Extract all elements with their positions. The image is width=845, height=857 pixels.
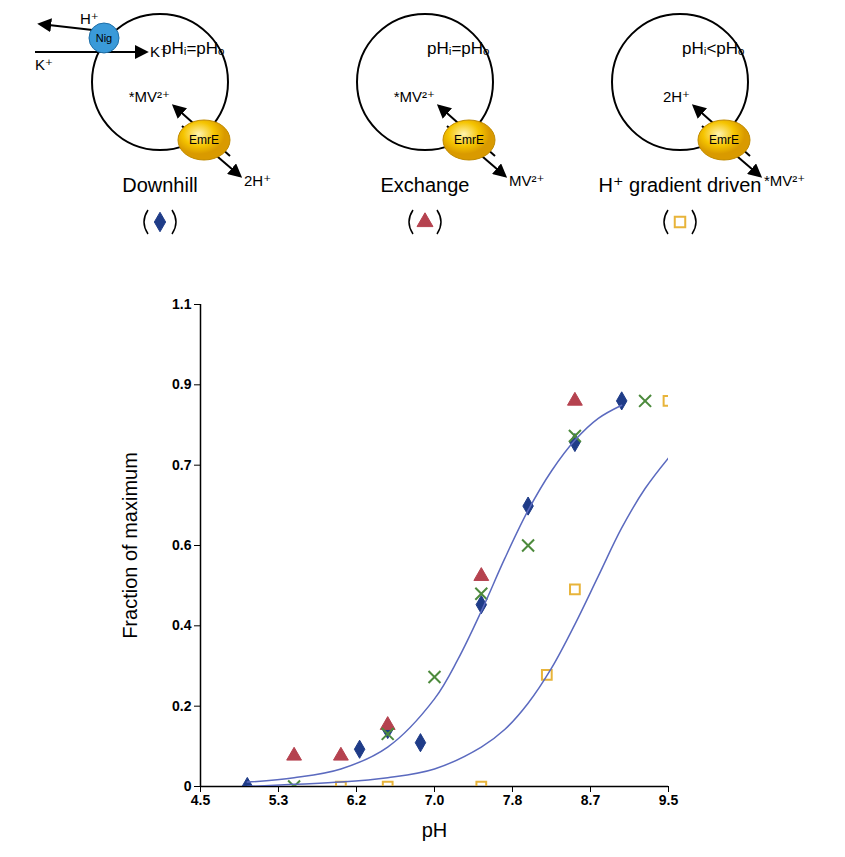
svg-text:H⁺ gradient driven: H⁺ gradient driven — [599, 174, 762, 196]
svg-text:Nig: Nig — [96, 32, 113, 44]
svg-text:8.7: 8.7 — [581, 792, 601, 808]
svg-text:Exchange: Exchange — [381, 174, 470, 196]
svg-text:pHᵢ=pHₒ: pHᵢ=pHₒ — [427, 39, 489, 58]
svg-text:MV²⁺: MV²⁺ — [509, 172, 544, 189]
svg-text:4.5: 4.5 — [191, 792, 211, 808]
svg-text:9.5: 9.5 — [659, 792, 679, 808]
svg-text:pH: pH — [422, 819, 448, 841]
svg-text:2H⁺: 2H⁺ — [663, 88, 690, 105]
svg-text:7.0: 7.0 — [425, 792, 445, 808]
svg-text:K⁺: K⁺ — [35, 56, 53, 73]
svg-text:*MV²⁺: *MV²⁺ — [764, 172, 805, 189]
svg-text:6.2: 6.2 — [347, 792, 367, 808]
svg-text:2H⁺: 2H⁺ — [244, 172, 271, 189]
svg-text:1.1: 1.1 — [172, 296, 192, 312]
svg-text:0.7: 0.7 — [172, 457, 192, 473]
svg-text:EmrE: EmrE — [454, 133, 484, 147]
svg-text:Fraction of maximum: Fraction of maximum — [119, 452, 141, 639]
svg-text:0: 0 — [183, 778, 192, 794]
svg-text:pHᵢ=pHₒ: pHᵢ=pHₒ — [162, 39, 224, 58]
svg-text:H⁺: H⁺ — [80, 10, 99, 27]
svg-text:0.9: 0.9 — [172, 376, 192, 392]
svg-text:0.6: 0.6 — [172, 537, 192, 553]
svg-text:pHᵢ<pHₒ: pHᵢ<pHₒ — [682, 39, 744, 58]
svg-text:0.2: 0.2 — [172, 698, 192, 714]
svg-text:K⁺: K⁺ — [150, 43, 168, 60]
svg-text:*MV²⁺: *MV²⁺ — [394, 88, 435, 105]
svg-text:7.8: 7.8 — [503, 792, 523, 808]
svg-text:EmrE: EmrE — [709, 133, 739, 147]
svg-text:Downhill: Downhill — [122, 174, 198, 196]
svg-text:5.3: 5.3 — [269, 792, 289, 808]
svg-text:*MV²⁺: *MV²⁺ — [129, 88, 170, 105]
svg-text:EmrE: EmrE — [189, 133, 219, 147]
svg-text:0.4: 0.4 — [172, 617, 192, 633]
